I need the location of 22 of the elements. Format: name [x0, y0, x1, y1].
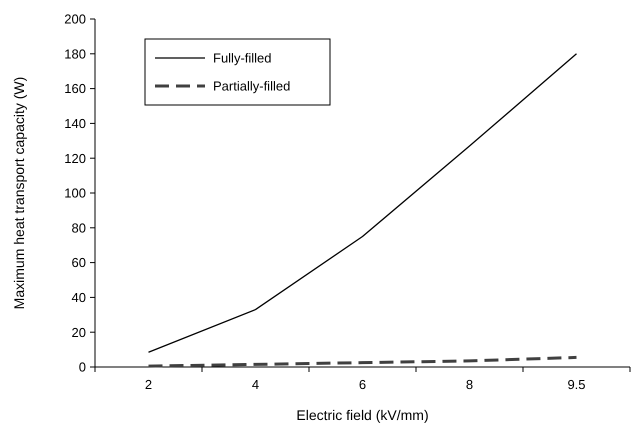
- y-tick-label: 140: [64, 116, 86, 131]
- y-tick-label: 0: [78, 360, 86, 375]
- y-tick-label: 200: [64, 12, 86, 27]
- x-tick-label: 4: [252, 377, 260, 392]
- y-axis-title: Maximum heat transport capacity (W): [11, 76, 27, 310]
- y-tick-label: 20: [72, 324, 86, 340]
- x-tick-label: 6: [358, 377, 366, 392]
- y-tick-label: 120: [64, 150, 86, 166]
- y-tick-label: 160: [64, 81, 86, 96]
- y-tick-label: 60: [72, 255, 86, 270]
- x-tick-label: 9.5: [567, 377, 586, 392]
- y-tick-label: 80: [72, 220, 86, 236]
- line-series: [148, 53, 578, 353]
- x-tick-label: 2: [144, 377, 152, 392]
- y-tick-label: 180: [64, 46, 86, 62]
- x-axis-title: Electric field (kV/mm): [296, 407, 429, 423]
- line-series: [147, 356, 578, 368]
- legend-label: Partially-filled: [213, 78, 290, 94]
- legend-label: Fully-filled: [213, 50, 272, 66]
- y-tick-label: 40: [72, 290, 86, 305]
- x-tick-label: 8: [466, 377, 474, 392]
- y-tick-label: 100: [64, 186, 86, 201]
